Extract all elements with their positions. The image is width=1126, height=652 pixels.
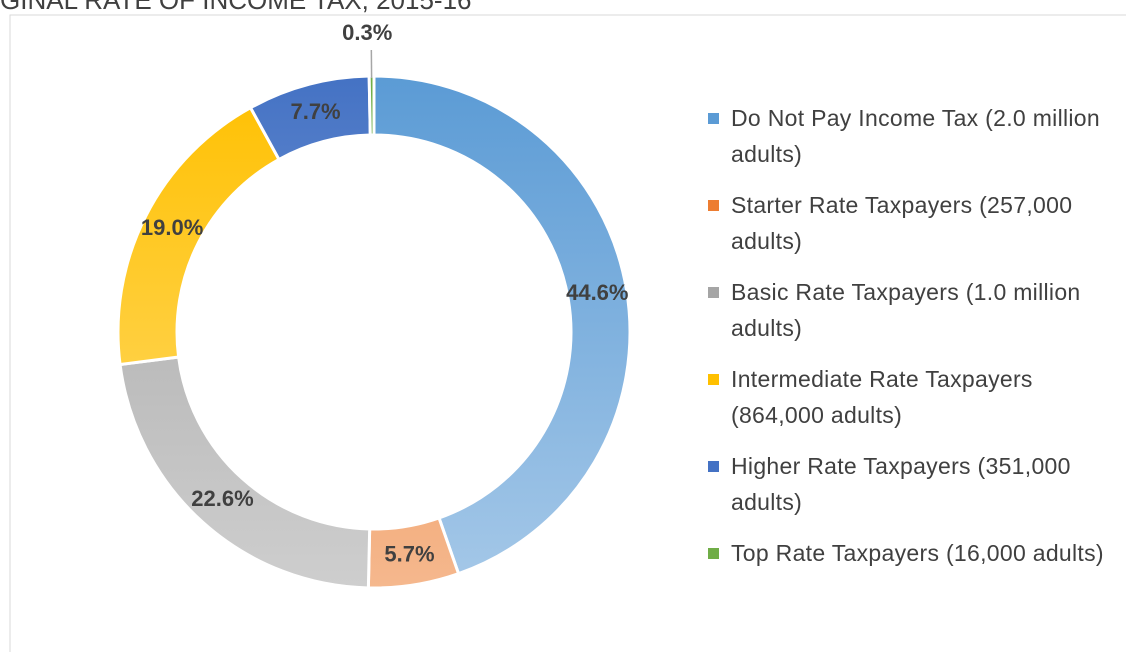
legend-label: Do Not Pay Income Tax (2.0 million adult… [731,105,1100,167]
slice [118,355,372,590]
legend-swatch [708,200,719,211]
data-label: 7.7% [290,99,340,124]
chart-frame [9,14,1126,652]
slice [367,74,376,137]
legend-label: Intermediate Rate Taxpayers (864,000 adu… [731,366,1033,428]
legend-label: Top Rate Taxpayers (16,000 adults) [731,540,1104,566]
legend-item: Intermediate Rate Taxpayers (864,000 adu… [706,361,1106,433]
legend-label: Basic Rate Taxpayers (1.0 million adults… [731,279,1081,341]
slice [372,74,632,576]
legend-swatch [708,287,719,298]
legend-swatch [708,374,719,385]
chart-title: GINAL RATE OF INCOME TAX, 2015-16 [0,0,472,15]
data-label: 19.0% [141,215,203,240]
legend-label: Higher Rate Taxpayers (351,000 adults) [731,453,1071,515]
data-label: 44.6% [566,280,628,305]
legend-swatch [708,113,719,124]
legend-label: Starter Rate Taxpayers (257,000 adults) [731,192,1073,254]
legend-item: Do Not Pay Income Tax (2.0 million adult… [706,100,1106,172]
legend-swatch [708,548,719,559]
legend-item: Higher Rate Taxpayers (351,000 adults) [706,448,1106,520]
data-label: 5.7% [384,542,434,567]
legend: Do Not Pay Income Tax (2.0 million adult… [706,100,1106,586]
legend-swatch [708,461,719,472]
legend-item: Starter Rate Taxpayers (257,000 adults) [706,187,1106,259]
data-label: 0.3% [342,20,392,45]
legend-item: Top Rate Taxpayers (16,000 adults) [706,535,1106,571]
legend-item: Basic Rate Taxpayers (1.0 million adults… [706,274,1106,346]
data-label: 22.6% [191,486,253,511]
